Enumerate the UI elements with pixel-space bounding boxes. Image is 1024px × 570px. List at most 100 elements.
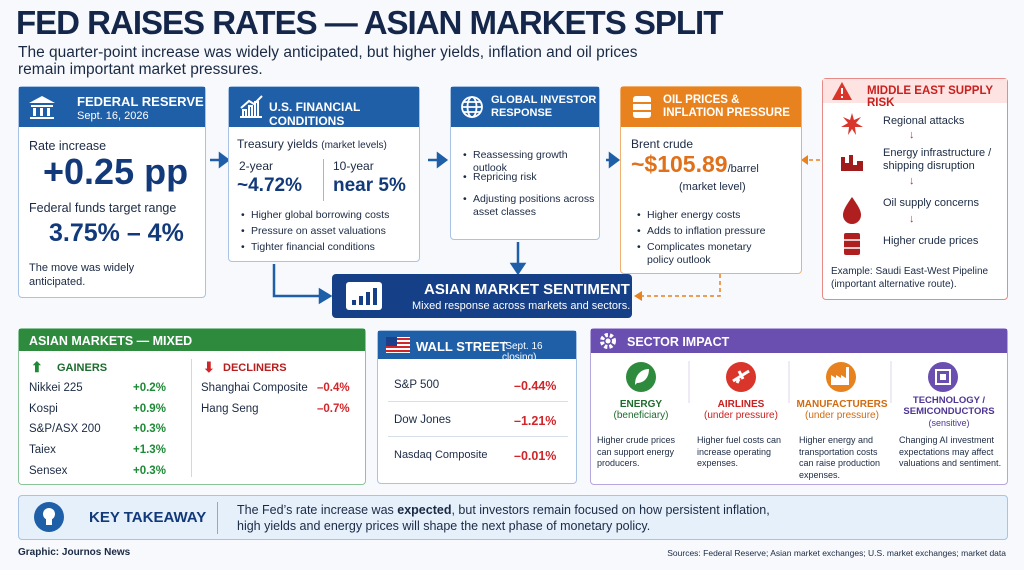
bank-icon <box>29 96 55 119</box>
sector-status: (sensitive) <box>928 418 970 428</box>
globe-icon <box>461 96 483 118</box>
sector-name: ENERGY <box>619 399 663 410</box>
takeaway-box: KEY TAKEAWAY The Fed’s rate increase was… <box>18 495 1008 540</box>
market-name: Nikkei 225 <box>29 382 83 394</box>
arrow-head <box>634 291 642 301</box>
sector-name: MANUFACTURERS <box>796 399 888 410</box>
sentiment-banner: ASIAN MARKET SENTIMENT Mixed response ac… <box>332 274 632 318</box>
text: , but investors remain focused on how pe… <box>237 503 770 533</box>
barrel-icon <box>633 96 651 118</box>
card-header: MIDDLE EAST SUPPLY RISK <box>823 79 1007 109</box>
bullet: Higher energy costs <box>637 209 740 222</box>
card-date: Sept. 16, 2026 <box>77 110 149 122</box>
card-header: ASIAN MARKETS — MIXED <box>19 329 365 351</box>
note: (market levels) <box>321 140 387 151</box>
bullet: Complicates monetary policy outlook <box>637 241 757 267</box>
yield-term: 10-year <box>333 159 374 173</box>
credit: Graphic: Journos News <box>18 547 131 558</box>
sector-status: (under pressure) <box>805 410 879 421</box>
supply-risk-card: MIDDLE EAST SUPPLY RISK Regional attacks… <box>822 78 1008 300</box>
card-header: GLOBAL INVESTOR RESPONSE <box>451 87 599 127</box>
label: Rate increase <box>29 139 107 153</box>
risk-item: Regional attacks <box>883 115 965 127</box>
down-arrow: ⬇ <box>203 359 215 375</box>
subtitle: The quarter-point increase was widely an… <box>18 44 638 78</box>
warning-icon <box>832 82 852 100</box>
card-header: FEDERAL RESERVE Sept. 16, 2026 <box>19 87 205 127</box>
flag-icon <box>386 337 410 353</box>
market-name: Hang Seng <box>201 403 259 415</box>
flow-arrow: ↓ <box>909 175 915 187</box>
divider <box>191 359 192 477</box>
card-title: FEDERAL RESERVE <box>77 94 204 109</box>
divider <box>388 401 568 402</box>
card-title: SECTOR IMPACT <box>627 335 730 349</box>
banner-subtitle: Mixed response across markets and sector… <box>412 300 631 312</box>
market-name: S&P/ASX 200 <box>29 423 101 435</box>
market-name: Shanghai Composite <box>201 382 308 394</box>
market-name: Kospi <box>29 403 58 415</box>
market-change: +0.3% <box>133 423 166 435</box>
risk-item: Oil supply concerns <box>883 197 979 209</box>
yield-value: near 5% <box>333 175 406 196</box>
text: The Fed’s rate increase was <box>237 503 398 517</box>
market-name: Sensex <box>29 465 68 477</box>
card-title: OIL PRICES & INFLATION PRESSURE <box>663 94 790 119</box>
bullet: Adjusting positions across asset classes <box>463 193 597 219</box>
label: Brent crude <box>631 137 694 151</box>
index-change: –1.21% <box>514 414 557 428</box>
card-date: (Sept. 16 closing) <box>502 341 543 363</box>
note: (market level) <box>679 181 746 193</box>
chart-icon <box>240 95 263 118</box>
yield-value: ~4.72% <box>237 175 302 196</box>
market-change: –0.4% <box>317 382 350 394</box>
label: Federal funds target range <box>29 201 177 215</box>
market-change: +0.3% <box>133 465 166 477</box>
title: FED RAISES RATES — ASIAN MARKETS SPLIT <box>16 4 723 41</box>
fed-card: FEDERAL RESERVE Sept. 16, 2026 Rate incr… <box>18 86 206 298</box>
bulb-icon <box>34 502 64 532</box>
bullet: Adds to inflation pressure <box>637 225 765 238</box>
card-header: OIL PRICES & INFLATION PRESSURE <box>621 87 801 127</box>
risk-item: Higher crude prices <box>883 235 979 247</box>
index-name: Nasdaq Composite <box>394 449 488 461</box>
takeaway-text: The Fed’s rate increase was expected, bu… <box>237 502 777 534</box>
arrow-head <box>608 151 621 169</box>
flow-arrow: ↓ <box>909 213 915 225</box>
sector-description: Changing AI investment expectations may … <box>899 435 1002 468</box>
bullet: Pressure on asset valuations <box>241 225 386 238</box>
bullet: Repricing risk <box>463 171 597 184</box>
yield-term: 2-year <box>239 159 274 173</box>
market-change: +1.3% <box>133 444 166 456</box>
financial-card: U.S. FINANCIAL CONDITIONS Treasury yield… <box>228 86 420 262</box>
index-change: –0.44% <box>514 379 557 393</box>
market-name: Taiex <box>29 444 56 456</box>
market-change: +0.2% <box>133 382 166 394</box>
up-arrow: ⬆ <box>31 359 43 375</box>
index-name: Dow Jones <box>394 414 451 426</box>
bullet: Higher global borrowing costs <box>241 209 389 222</box>
risk-item: Energy infrastructure / shipping disrupt… <box>883 147 992 172</box>
card-header: WALL STREET (Sept. 16 closing) <box>378 331 576 363</box>
sector-description: Higher energy and transportation costs c… <box>799 435 881 480</box>
sector-name: TECHNOLOGY / SEMICONDUCTORS <box>903 395 995 417</box>
sector-description: Higher crude prices can support energy p… <box>597 435 676 468</box>
risk-icons <box>841 113 863 255</box>
sector-name: AIRLINES <box>717 399 765 410</box>
card-title: ASIAN MARKETS — MIXED <box>29 334 193 348</box>
flow-arrow: ↓ <box>909 129 915 141</box>
card-title: U.S. FINANCIAL CONDITIONS <box>269 100 361 128</box>
investor-card: GLOBAL INVESTOR RESPONSE Reassessing gro… <box>450 86 600 240</box>
arrow-head <box>436 151 449 169</box>
column-title: DECLINERS <box>223 362 287 374</box>
emphasis: expected <box>397 503 452 517</box>
example: Example: Saudi East-West Pipeline (impor… <box>831 266 989 290</box>
asian-markets-card: ASIAN MARKETS — MIXED ⬆ GAINERS Nikkei 2… <box>18 328 366 485</box>
gear-icon <box>600 333 616 349</box>
card-header: SECTOR IMPACT <box>591 329 1007 353</box>
sector-description: Higher fuel costs can increase operating… <box>697 435 782 468</box>
arrow-head <box>509 262 527 276</box>
takeaway-title: KEY TAKEAWAY <box>89 509 207 526</box>
